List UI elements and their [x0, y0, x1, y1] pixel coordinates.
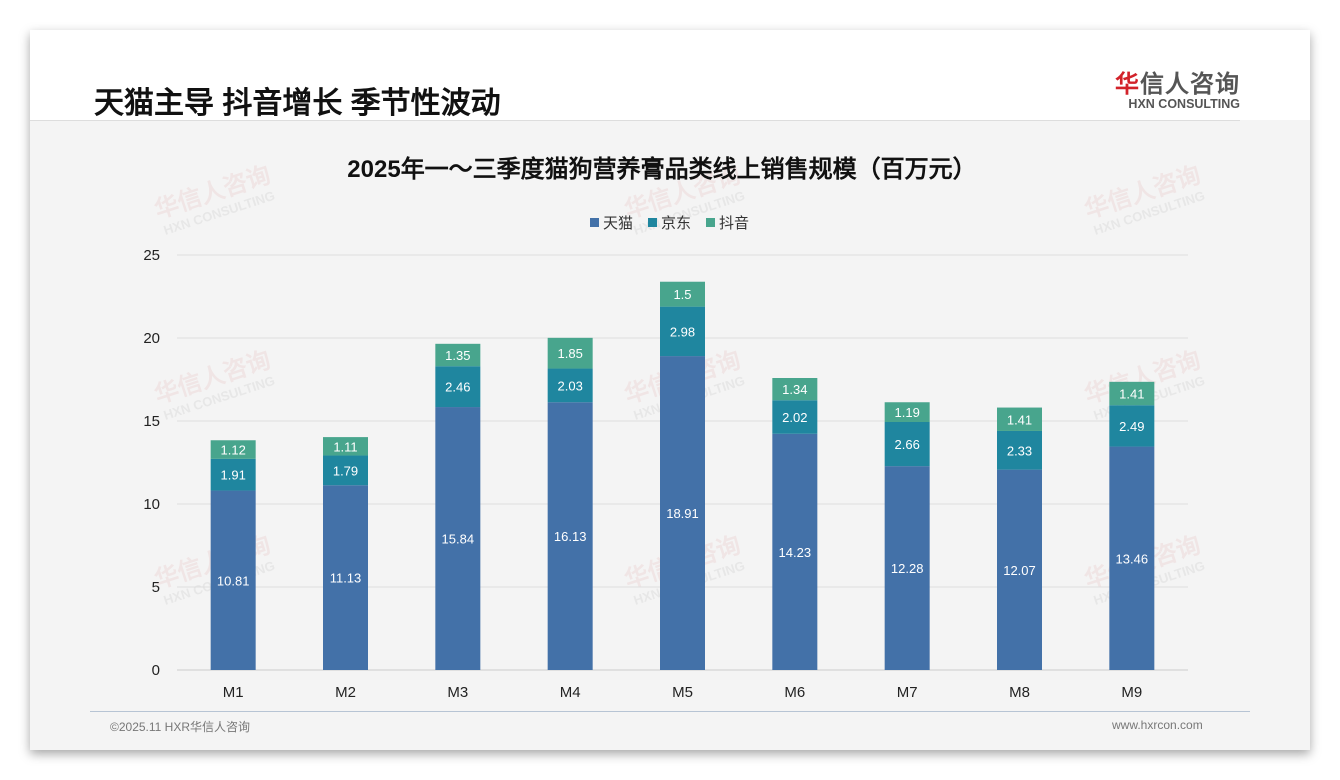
data-label: 14.23: [779, 545, 812, 560]
legend-swatch: [648, 218, 657, 227]
y-tick-label: 15: [143, 413, 160, 430]
bar-抖音: [323, 437, 368, 456]
legend-swatch: [706, 218, 715, 227]
data-label: 2.66: [895, 437, 920, 452]
x-tick-label: M7: [897, 684, 918, 701]
bar-天猫: [997, 469, 1042, 670]
bar-天猫: [547, 402, 593, 670]
bar-天猫: [210, 490, 256, 670]
data-label: 12.07: [1003, 563, 1036, 578]
data-label: 12.28: [891, 561, 924, 576]
data-label: 1.5: [673, 287, 691, 302]
data-label: 2.98: [670, 324, 695, 339]
y-tick-label: 20: [143, 330, 160, 347]
data-label: 1.91: [221, 468, 246, 483]
data-label: 2.02: [782, 410, 807, 425]
data-label: 11.13: [330, 571, 362, 586]
legend-swatch: [590, 218, 599, 227]
data-label: 2.49: [1119, 419, 1144, 434]
footer-divider: [90, 711, 1250, 712]
logo-red: 华: [1115, 71, 1140, 98]
logo-en: HXN CONSULTING: [1128, 97, 1240, 111]
bar-京东: [435, 366, 481, 408]
data-label: 1.34: [782, 382, 807, 397]
x-tick-label: M9: [1121, 684, 1142, 701]
logo: 华信人咨询 HXN CONSULTING: [1110, 64, 1240, 111]
bar-抖音: [547, 337, 593, 369]
x-tick-label: M3: [447, 684, 468, 701]
bar-抖音: [210, 440, 256, 459]
bar-京东: [884, 421, 930, 467]
x-tick-label: M2: [335, 684, 356, 701]
bar-天猫: [435, 407, 481, 670]
bar-京东: [323, 455, 368, 486]
x-tick-label: M1: [223, 684, 244, 701]
legend-label: 天猫: [603, 215, 633, 232]
footer-copyright: ©2025.11 HXR华信人咨询: [110, 720, 250, 734]
bar-抖音: [772, 378, 818, 401]
bar-抖音: [660, 281, 705, 307]
y-tick-label: 25: [143, 247, 160, 264]
data-label: 1.19: [895, 405, 920, 420]
bar-天猫: [323, 485, 368, 670]
data-label: 2.33: [1007, 443, 1032, 458]
data-label: 18.91: [666, 506, 699, 521]
bar-京东: [660, 306, 705, 357]
page-title: 天猫主导 抖音增长 季节性波动: [94, 87, 501, 120]
data-label: 13.46: [1116, 551, 1149, 566]
bar-京东: [772, 400, 818, 434]
data-label: 2.03: [558, 378, 583, 393]
bar-抖音: [1109, 381, 1155, 406]
y-tick-label: 0: [152, 662, 160, 679]
y-tick-label: 10: [143, 496, 160, 513]
data-label: 1.41: [1007, 412, 1032, 427]
logo-cn: 信人咨询: [1140, 71, 1240, 98]
divider: [30, 120, 1240, 121]
data-label: 1.79: [333, 463, 358, 478]
data-label: 2.46: [445, 380, 470, 395]
x-tick-label: M4: [560, 684, 581, 701]
data-label: 1.85: [558, 346, 583, 361]
bar-抖音: [997, 407, 1042, 431]
data-label: 1.41: [1119, 387, 1144, 402]
bar-抖音: [884, 402, 930, 422]
bar-京东: [1109, 405, 1155, 447]
bar-京东: [997, 430, 1042, 470]
data-label: 1.11: [333, 439, 357, 454]
bar-京东: [547, 368, 593, 403]
data-label: 1.12: [221, 443, 246, 458]
bar-天猫: [884, 466, 930, 670]
bar-天猫: [660, 356, 705, 670]
y-tick-label: 5: [152, 579, 160, 596]
bar-天猫: [772, 433, 818, 670]
legend-label: 抖音: [719, 215, 749, 232]
footer-url: www.hxrcon.com: [1112, 718, 1203, 732]
legend-label: 京东: [661, 215, 691, 232]
bar-抖音: [435, 343, 481, 367]
data-label: 10.81: [217, 573, 250, 588]
x-tick-label: M8: [1009, 684, 1030, 701]
data-label: 16.13: [554, 529, 587, 544]
bar-京东: [210, 458, 256, 491]
header: 天猫主导 抖音增长 季节性波动 华信人咨询 HXN CONSULTING: [30, 30, 1310, 120]
bar-天猫: [1109, 446, 1155, 670]
data-label: 1.35: [445, 348, 470, 363]
x-tick-label: M6: [784, 684, 805, 701]
data-label: 15.84: [442, 532, 475, 547]
chart-title: 2025年一～三季度猫狗营养膏品类线上销售规模（百万元）: [347, 155, 976, 183]
x-tick-label: M5: [672, 684, 693, 701]
